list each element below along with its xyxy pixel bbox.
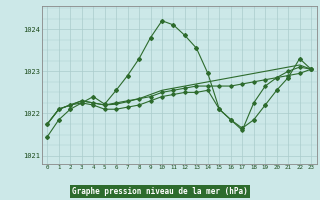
Text: Graphe pression niveau de la mer (hPa): Graphe pression niveau de la mer (hPa): [72, 187, 248, 196]
